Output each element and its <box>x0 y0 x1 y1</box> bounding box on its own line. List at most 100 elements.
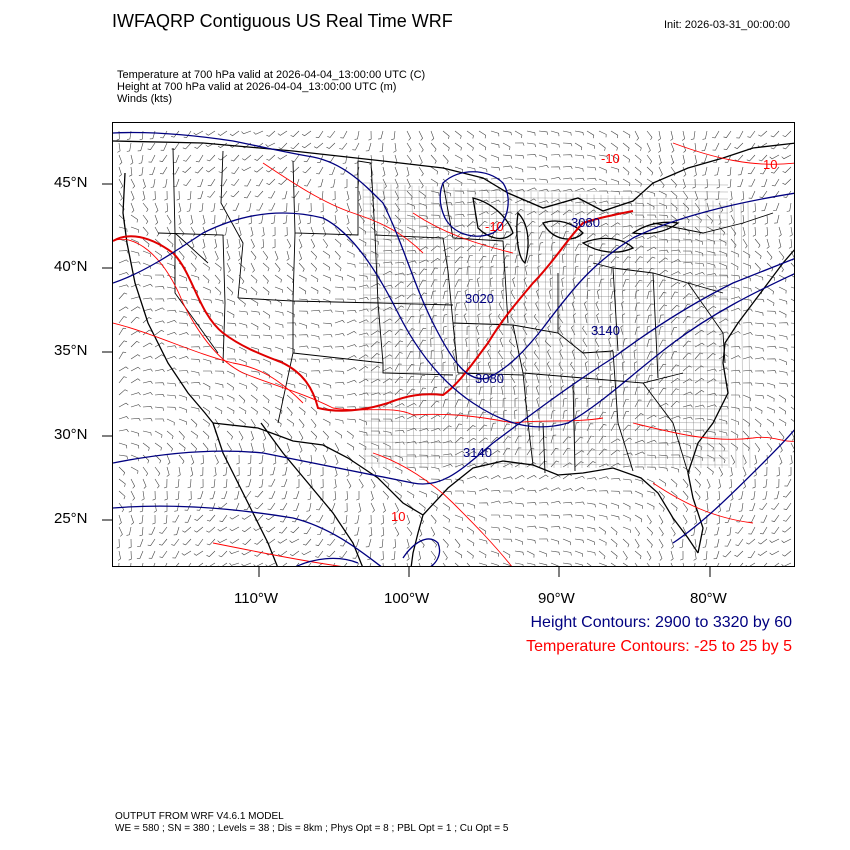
wind-barb <box>547 349 552 360</box>
wind-barb <box>536 289 540 300</box>
wind-barb <box>742 238 748 249</box>
wind-barb <box>595 349 600 360</box>
wind-barb <box>752 202 756 213</box>
wind-barb <box>214 382 224 388</box>
wind-barb <box>358 466 363 477</box>
wind-barb <box>354 130 360 140</box>
wind-barb <box>500 361 504 372</box>
county-line <box>397 184 401 469</box>
wind-barb <box>761 202 768 212</box>
wind-barb <box>258 478 264 488</box>
wind-barb <box>682 526 687 537</box>
wind-barb <box>634 166 642 176</box>
wind-barb <box>586 423 594 432</box>
wind-barb <box>178 274 187 282</box>
wind-barb <box>272 238 276 249</box>
wind-barb <box>514 178 525 183</box>
county-line <box>362 350 729 354</box>
wind-barb <box>526 220 536 228</box>
wind-barb <box>610 154 619 163</box>
wind-barb <box>430 154 437 164</box>
wind-barb <box>286 298 295 305</box>
wind-barb <box>550 514 561 519</box>
wind-barb <box>334 310 345 315</box>
wind-barb <box>730 286 740 292</box>
county-line <box>642 196 646 469</box>
height-contour-label: 3080 <box>475 371 504 386</box>
wind-barb <box>586 242 592 252</box>
wind-barb <box>354 514 360 524</box>
wind-barb <box>713 526 720 536</box>
wind-barb <box>490 450 501 456</box>
wind-barb <box>317 526 324 535</box>
wind-barb <box>322 322 333 327</box>
wind-barb <box>334 333 345 337</box>
wind-barb <box>754 334 765 339</box>
wind-barb <box>622 424 632 432</box>
wind-barb <box>586 526 596 532</box>
wind-barb <box>226 370 235 378</box>
wind-barb <box>682 178 686 189</box>
wind-barb <box>298 322 307 329</box>
wind-barb <box>262 358 271 366</box>
county-line <box>747 202 751 469</box>
wind-barb <box>622 399 629 408</box>
wind-barb <box>658 314 664 324</box>
wind-barb <box>394 466 403 474</box>
wind-barb <box>214 262 222 271</box>
wind-barb <box>190 358 201 363</box>
wind-barb <box>130 238 139 246</box>
wind-barb <box>706 317 716 324</box>
wind-barb <box>502 514 512 519</box>
wind-barb <box>478 243 487 252</box>
wind-barb <box>315 502 324 511</box>
wind-barb <box>658 304 668 312</box>
wind-barb <box>175 562 180 566</box>
wind-barb <box>166 214 172 225</box>
wind-barb <box>211 478 216 488</box>
wind-barb <box>730 454 736 465</box>
wind-barb <box>610 550 618 559</box>
wind-barb <box>406 466 416 471</box>
wind-barb <box>334 370 345 375</box>
wind-barb <box>370 297 381 301</box>
wind-barb <box>118 526 123 537</box>
wind-barb <box>705 490 709 501</box>
wind-barb <box>406 478 414 487</box>
wind-barb <box>202 382 211 390</box>
wind-barb <box>512 277 516 288</box>
wind-barb <box>118 226 128 232</box>
wind-barb <box>406 550 410 561</box>
wind-barb <box>314 142 324 149</box>
wind-barb <box>442 502 450 511</box>
wind-barb <box>454 550 463 559</box>
wind-barb <box>334 466 338 477</box>
wind-barb <box>782 526 792 533</box>
wind-barb <box>503 490 513 494</box>
wind-barb <box>152 514 156 525</box>
wind-barb <box>130 226 139 233</box>
wind-barb <box>766 262 774 272</box>
wind-barb <box>137 142 144 152</box>
wind-barb <box>598 211 609 216</box>
wind-barb <box>118 466 126 476</box>
wind-barb <box>370 454 379 462</box>
wind-barb <box>526 525 537 529</box>
wind-barb <box>334 286 345 291</box>
wind-barb <box>217 526 228 532</box>
wind-barb <box>352 142 360 151</box>
wind-barb <box>574 130 584 136</box>
wind-barb <box>178 310 188 316</box>
wind-barb <box>289 550 300 557</box>
wind-barb <box>538 538 549 542</box>
wind-barb <box>229 550 240 554</box>
wind-barb <box>596 313 600 324</box>
wind-barb <box>622 452 633 456</box>
wind-barb <box>247 466 252 477</box>
wind-barb <box>550 142 560 148</box>
wind-barb <box>502 436 511 444</box>
wind-barb <box>598 178 607 185</box>
wind-barb <box>742 322 753 326</box>
wind-barb <box>598 490 609 494</box>
wind-barb <box>162 178 168 188</box>
